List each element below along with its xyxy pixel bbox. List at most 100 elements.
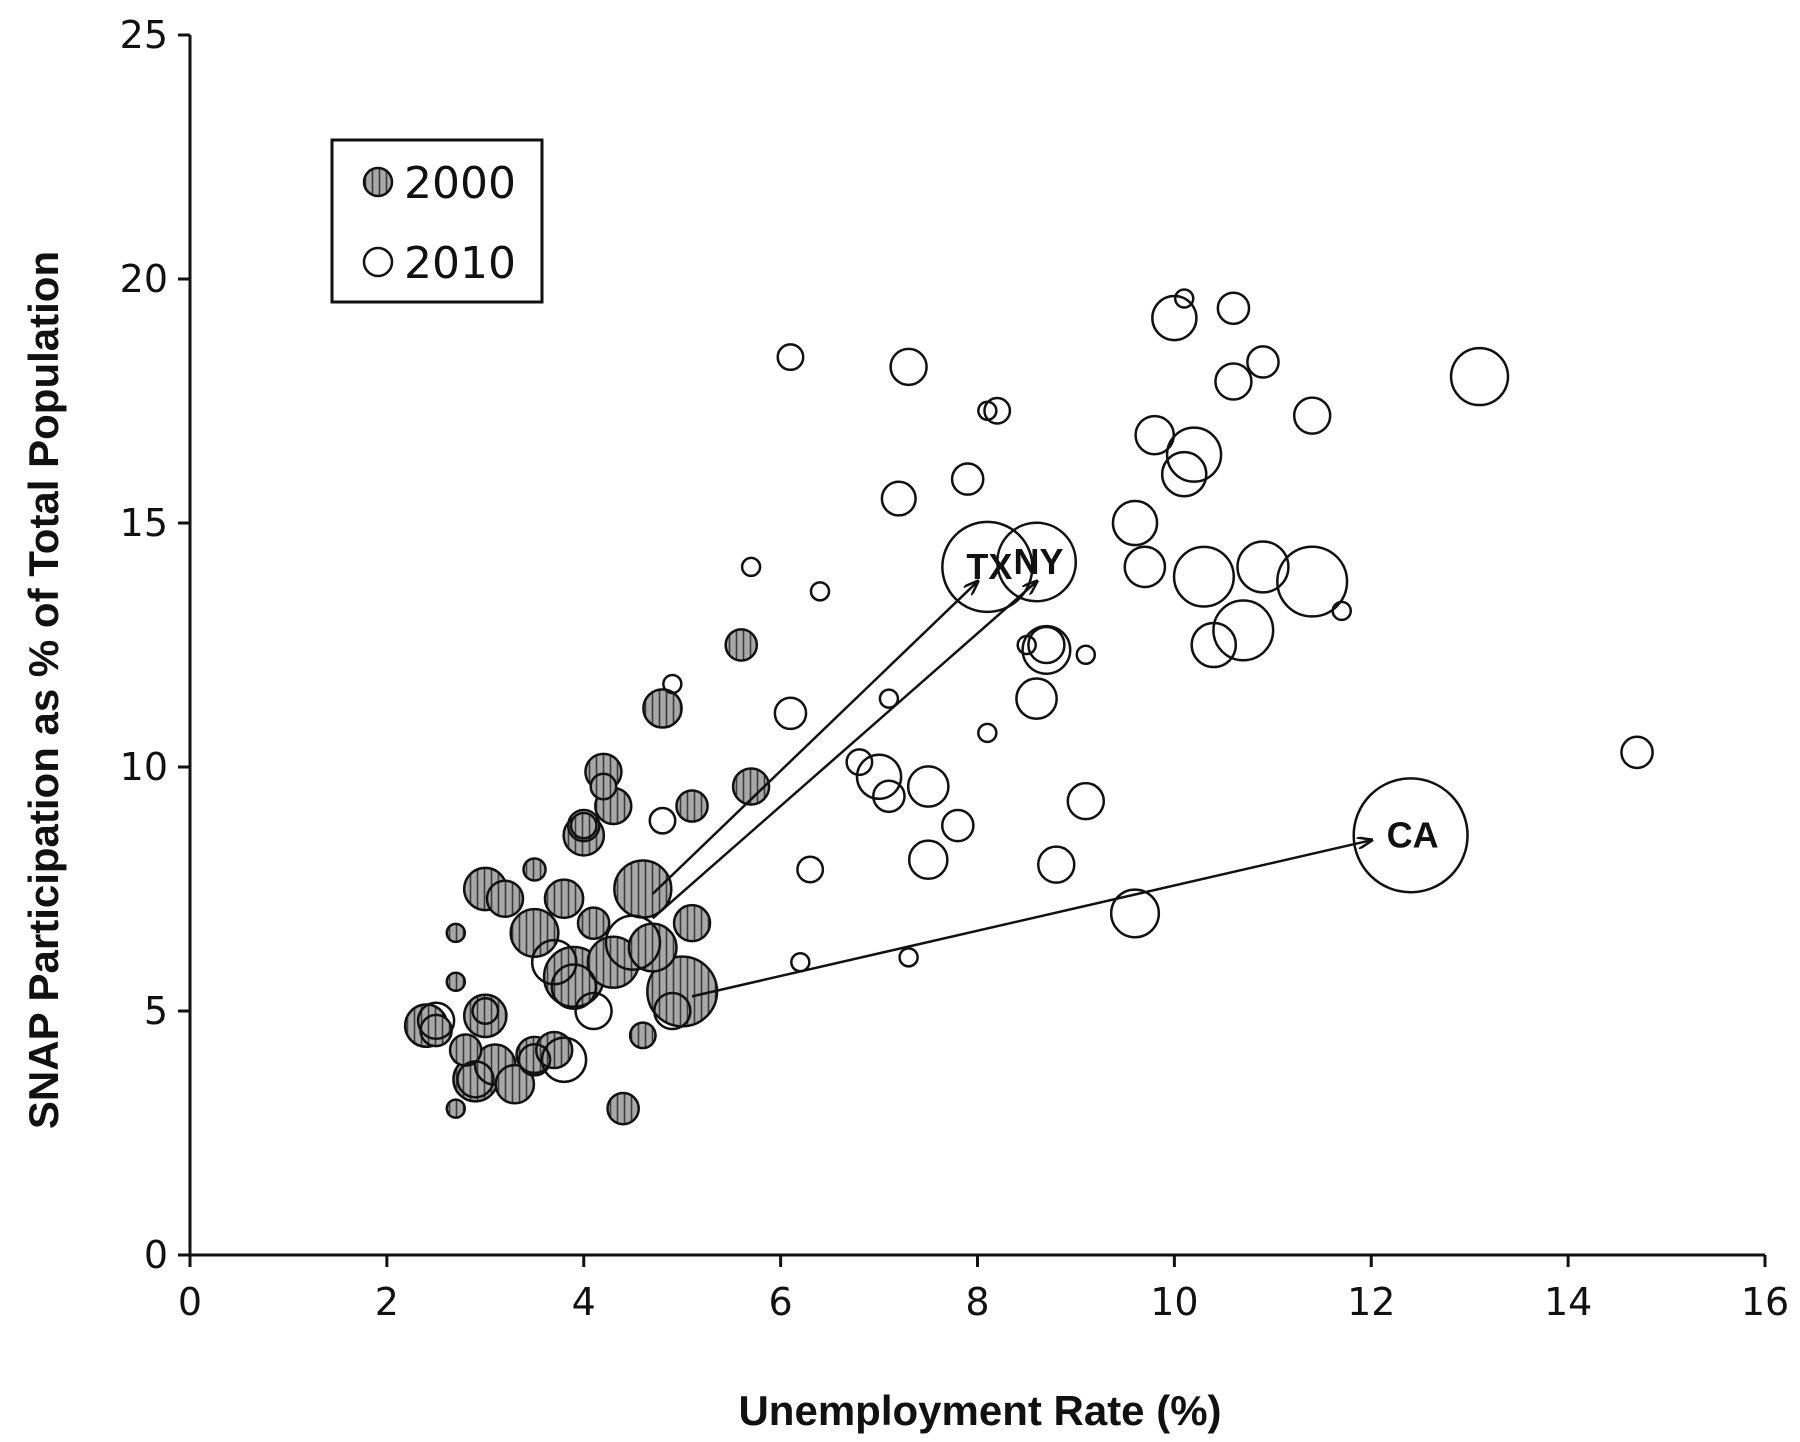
bubble-2000 [642,688,683,729]
bubble-2010 [1190,621,1238,669]
bubble-2000 [494,1063,536,1105]
bubble-2010 [845,748,874,777]
y-tick-label: 5 [144,989,168,1033]
bubble-2010 [1109,888,1161,939]
bubble-2010 [1075,644,1097,666]
bubble-2010 [1236,540,1290,594]
bubble-2010 [1352,777,1469,894]
bubble-2000 [462,993,508,1039]
bubble-2010 [880,480,917,517]
bubble-2010 [517,1042,552,1077]
bubble-2010 [855,753,903,801]
bubble-2010 [1246,345,1280,379]
bubble-2000 [672,903,712,943]
y-tick-label: 25 [120,13,168,57]
change-arrow [651,582,1037,920]
bubble-2000 [534,1030,574,1070]
y-axis-title: SNAP Participation as % of Total Populat… [20,251,67,1129]
bubble-2010 [648,806,677,835]
bubble-2000 [724,628,759,662]
bubble-2010 [940,808,975,843]
bubble-2000 [627,922,678,973]
bubble-2010 [471,997,500,1025]
bubble-2000 [576,906,611,940]
series-2000 [403,628,771,1126]
x-axis-title: Unemployment Rate (%) [738,1387,1221,1434]
bubble-2010 [941,520,1034,614]
state-labels: TX NY CA [966,541,1438,855]
bubble-2010 [996,521,1078,603]
bubble-2010 [809,581,831,602]
bubble-2000 [419,1013,453,1048]
bubble-2000 [628,1021,657,1050]
bubble-2010 [530,938,578,986]
bubble-2010 [1111,499,1159,547]
y-tick-label: 10 [120,745,168,789]
bubble-2010 [773,696,808,731]
x-tick-label: 2 [375,1280,399,1324]
bubble-2000 [606,1091,640,1126]
bubble-2010 [740,556,762,578]
bubble-2010 [906,765,950,808]
bubble-2000 [509,907,560,958]
x-tick-label: 8 [965,1280,989,1324]
bubble-2010 [796,855,825,884]
bubble-2010 [1173,288,1195,309]
legend-marker-2010 [362,246,394,278]
y-tick-label: 15 [120,501,168,545]
change-arrow [691,840,1371,998]
legend: 2000 2010 [330,138,544,304]
bubble-2010 [878,688,900,709]
legend-label-2010: 2010 [404,238,516,289]
bubble-2010 [1123,545,1167,589]
state-label-ca: CA [1387,814,1439,855]
bubble-2010 [456,1060,495,1099]
bubble-2010 [1216,291,1251,326]
bubble-2010 [1172,545,1236,608]
bubble-2000 [445,971,467,992]
bubble-2010 [1276,545,1349,618]
bubble-2010 [1015,677,1058,721]
bubble-2010 [790,951,811,973]
legend-label-2000: 2000 [404,158,516,209]
bubble-2010 [1292,396,1332,435]
state-label-tx: TX [966,546,1012,587]
bubble-2010 [566,808,601,843]
x-tick-label: 6 [769,1280,793,1324]
bubble-2000 [522,857,547,882]
bubble-2000 [543,878,585,920]
bubble-2010 [1027,625,1066,665]
x-tick-label: 14 [1544,1280,1592,1324]
bubble-2010 [653,991,692,1031]
bubble-2010 [977,400,998,422]
bubble-2010 [1214,362,1253,401]
state-label-ny: NY [1014,541,1064,582]
bubble-2000 [731,767,771,806]
bubble-2010 [574,991,613,1031]
x-tick-label: 4 [572,1280,596,1324]
bubble-2000 [445,1098,467,1119]
bubble-2010 [1134,414,1176,456]
x-tick-label: 16 [1741,1280,1789,1324]
bubble-2010 [776,343,805,372]
bubble-2010 [1449,346,1510,407]
bubble-2000 [569,811,598,840]
bubble-2010 [540,1036,588,1084]
arrows [651,582,1372,998]
y-tick-label: 20 [120,257,168,301]
change-arrow [651,582,978,895]
bubble-2010 [1016,634,1037,656]
bubble-2000 [675,789,709,823]
bubble-2010 [1212,599,1275,662]
bubble-2000 [445,922,467,944]
bubble-2010 [983,396,1012,425]
bubble-2010 [1151,294,1198,342]
bubble-2010 [1165,426,1223,483]
bubble-2010 [550,963,598,1010]
x-tick-label: 0 [178,1280,202,1324]
axes: 0 2 4 6 8 10 12 14 16 0 5 10 15 20 25 [120,13,1790,1324]
series-2010 [416,288,1654,1099]
y-tick-label: 0 [144,1233,168,1277]
